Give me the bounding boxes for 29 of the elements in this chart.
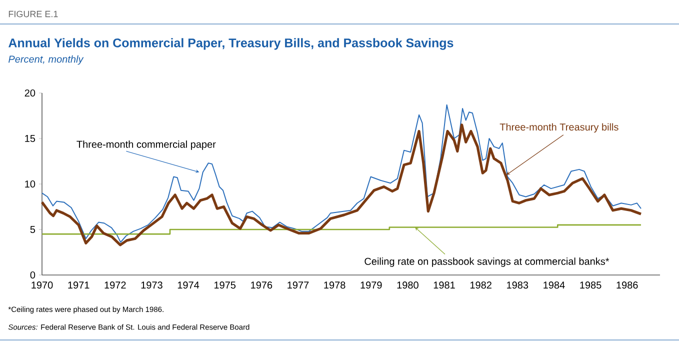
x-tick-label: 1974 bbox=[178, 282, 200, 289]
chart-title: Annual Yields on Commercial Paper, Treasury Bills, and Passbook Savings bbox=[8, 38, 454, 50]
x-tick-label: 1983 bbox=[507, 282, 528, 289]
x-tick-label: 1978 bbox=[324, 282, 346, 289]
y-tick-label: 20 bbox=[24, 89, 36, 97]
y-tick-label: 5 bbox=[30, 226, 36, 233]
x-tick-label: 1972 bbox=[104, 282, 126, 289]
x-tick-label: 1971 bbox=[68, 282, 90, 289]
x-tick-label: 1982 bbox=[470, 282, 492, 289]
text: Ceiling rate on passbook savings at commercial banks* bbox=[364, 258, 610, 267]
y-tick-label: 0 bbox=[30, 271, 36, 279]
text: FIGURE E.1 bbox=[8, 10, 58, 18]
series-label: Three-month commercial paper bbox=[76, 140, 216, 150]
x-tick-label: 1985 bbox=[580, 282, 602, 289]
x-tick-label: 1980 bbox=[397, 282, 418, 289]
x-tick-label: 1976 bbox=[251, 282, 272, 289]
x-tick-label: 1977 bbox=[288, 282, 309, 289]
x-tick-label: 1975 bbox=[214, 282, 236, 289]
line-series bbox=[40, 124, 642, 246]
x-tick-label: 1984 bbox=[544, 282, 565, 289]
x-tick-label: 1979 bbox=[360, 282, 382, 289]
x-tick-label: 1970 bbox=[32, 282, 53, 289]
chart-subtitle: Percent, monthly bbox=[8, 55, 84, 65]
series-label: Three-month Treasury bills bbox=[500, 123, 618, 133]
x-tick-label: 1981 bbox=[434, 282, 455, 289]
y-tick-label: 15 bbox=[25, 135, 36, 142]
y-tick-label: 10 bbox=[25, 180, 36, 188]
x-tick-label: 1986 bbox=[616, 282, 638, 289]
x-tick-label: 1973 bbox=[141, 282, 162, 289]
